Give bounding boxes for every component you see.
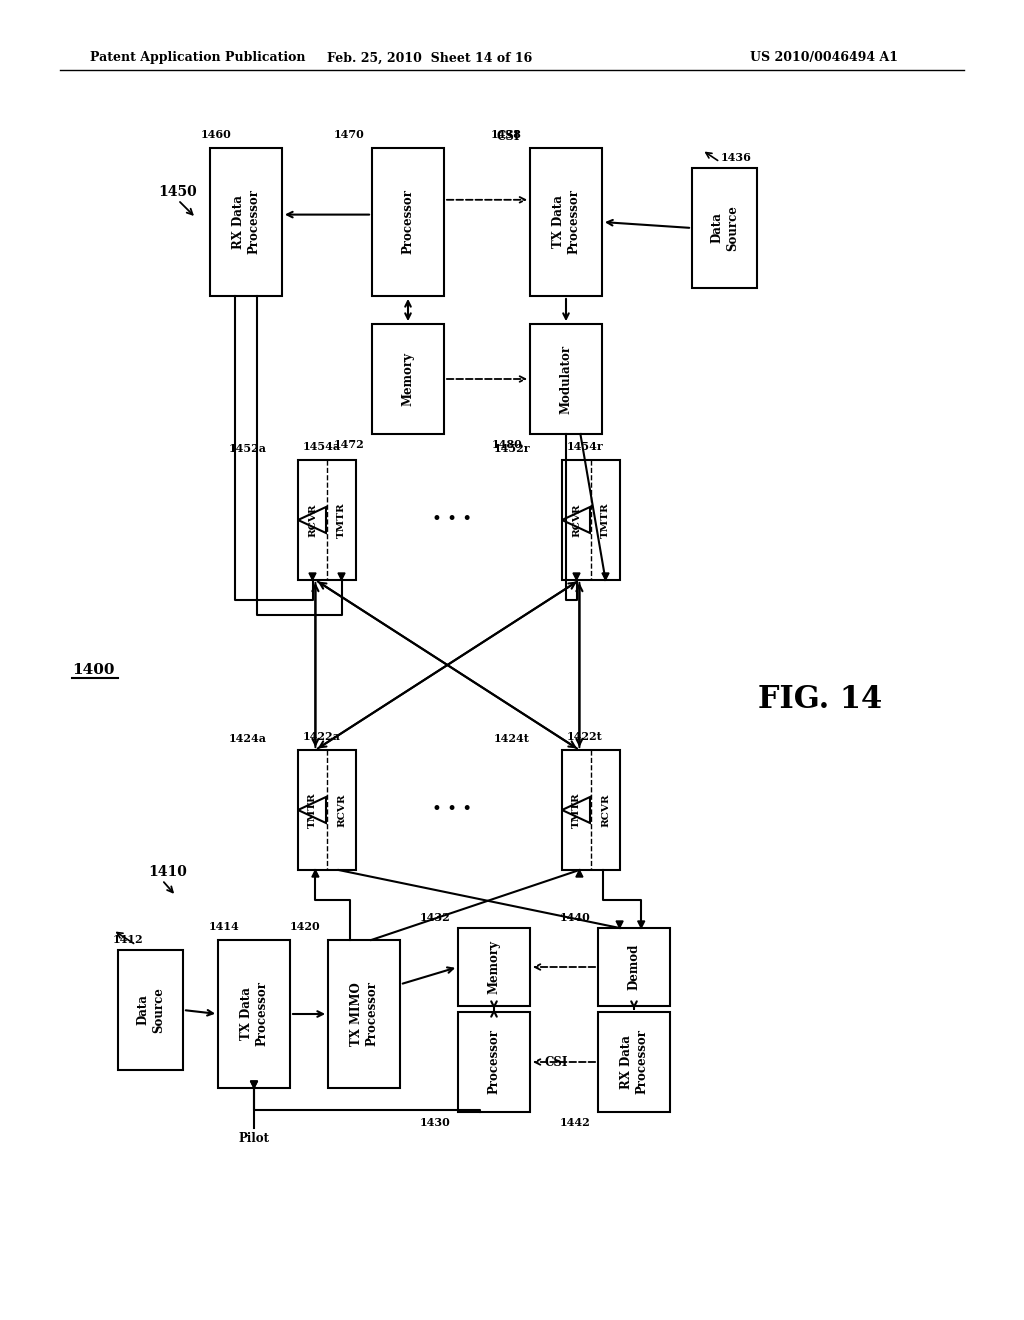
Text: TMTR: TMTR [572, 792, 581, 828]
Bar [458, 1012, 530, 1111]
Polygon shape [573, 573, 580, 579]
Bar [562, 459, 620, 579]
Polygon shape [616, 921, 623, 928]
Text: RCVR: RCVR [601, 793, 610, 826]
Polygon shape [298, 797, 326, 822]
Text: 1422t: 1422t [567, 731, 603, 742]
Bar [118, 950, 183, 1071]
Bar [218, 940, 290, 1088]
Text: Pilot: Pilot [239, 1131, 269, 1144]
Bar [562, 750, 620, 870]
Text: • • •: • • • [432, 511, 472, 528]
Text: RCVR: RCVR [308, 503, 317, 537]
Text: Memory: Memory [401, 352, 415, 407]
Polygon shape [562, 797, 590, 822]
Bar [210, 148, 282, 296]
Text: Processor: Processor [487, 1030, 501, 1094]
Bar [298, 459, 356, 579]
Text: Patent Application Publication: Patent Application Publication [90, 51, 305, 65]
Text: CSI: CSI [545, 1056, 567, 1068]
Text: TMTR: TMTR [308, 792, 317, 828]
Polygon shape [562, 507, 590, 533]
Text: 1424t: 1424t [494, 733, 530, 744]
Text: 1450: 1450 [158, 185, 197, 199]
Polygon shape [298, 507, 326, 533]
Bar [598, 928, 670, 1006]
Text: TX Data
Processor: TX Data Processor [552, 190, 581, 255]
Polygon shape [251, 1081, 257, 1088]
Text: RCVR: RCVR [337, 793, 346, 826]
Bar [692, 168, 757, 288]
Text: Data
Source: Data Source [136, 987, 165, 1034]
Text: 1420: 1420 [290, 921, 319, 932]
Text: RX Data
Processor: RX Data Processor [231, 190, 260, 255]
Text: Feb. 25, 2010  Sheet 14 of 16: Feb. 25, 2010 Sheet 14 of 16 [328, 51, 532, 65]
Polygon shape [251, 1081, 257, 1088]
Text: 1424a: 1424a [229, 733, 267, 744]
Text: TX Data
Processor: TX Data Processor [240, 982, 268, 1047]
Bar [530, 148, 602, 296]
Text: 1440: 1440 [559, 912, 590, 923]
Text: • • •: • • • [432, 801, 472, 818]
Text: 1422a: 1422a [303, 731, 341, 742]
Text: 1472: 1472 [333, 440, 364, 450]
Text: US 2010/0046494 A1: US 2010/0046494 A1 [750, 51, 898, 65]
Text: FIG. 14: FIG. 14 [758, 685, 882, 715]
Text: Demod: Demod [628, 944, 640, 990]
Text: 1438: 1438 [492, 129, 522, 140]
Bar [530, 323, 602, 434]
Text: Memory: Memory [487, 940, 501, 994]
Polygon shape [312, 870, 318, 876]
Text: 1452a: 1452a [229, 444, 267, 454]
Text: TMTR: TMTR [601, 502, 610, 537]
Polygon shape [575, 870, 583, 876]
Text: 1454a: 1454a [303, 441, 341, 451]
Text: 1410: 1410 [148, 865, 186, 879]
Bar [372, 323, 444, 434]
Text: 1436: 1436 [721, 152, 752, 162]
Text: 1454r: 1454r [567, 441, 604, 451]
Text: RCVR: RCVR [572, 503, 581, 537]
Text: 1412: 1412 [113, 935, 143, 945]
Text: RX Data
Processor: RX Data Processor [620, 1030, 648, 1094]
Text: 1452r: 1452r [494, 444, 530, 454]
Text: TX MIMO
Processor: TX MIMO Processor [349, 982, 379, 1047]
Text: Data
Source: Data Source [710, 205, 739, 251]
Text: 1480: 1480 [492, 440, 522, 450]
Polygon shape [338, 573, 345, 579]
Bar [298, 750, 356, 870]
Polygon shape [638, 921, 645, 928]
Bar [372, 148, 444, 296]
Text: 1442: 1442 [559, 1117, 590, 1129]
Text: Modulator: Modulator [559, 345, 572, 413]
Text: TMTR: TMTR [337, 502, 346, 537]
Text: 1432: 1432 [419, 912, 450, 923]
Text: 1470: 1470 [333, 129, 364, 140]
Text: 1414: 1414 [208, 921, 239, 932]
Text: CSI: CSI [497, 129, 520, 143]
Text: 1430: 1430 [419, 1117, 450, 1129]
Text: Processor: Processor [401, 190, 415, 255]
Polygon shape [602, 573, 609, 579]
Polygon shape [309, 573, 316, 579]
Bar [598, 1012, 670, 1111]
Text: 1400: 1400 [72, 663, 115, 677]
Bar [328, 940, 400, 1088]
Bar [458, 928, 530, 1006]
Text: 1460: 1460 [201, 129, 231, 140]
